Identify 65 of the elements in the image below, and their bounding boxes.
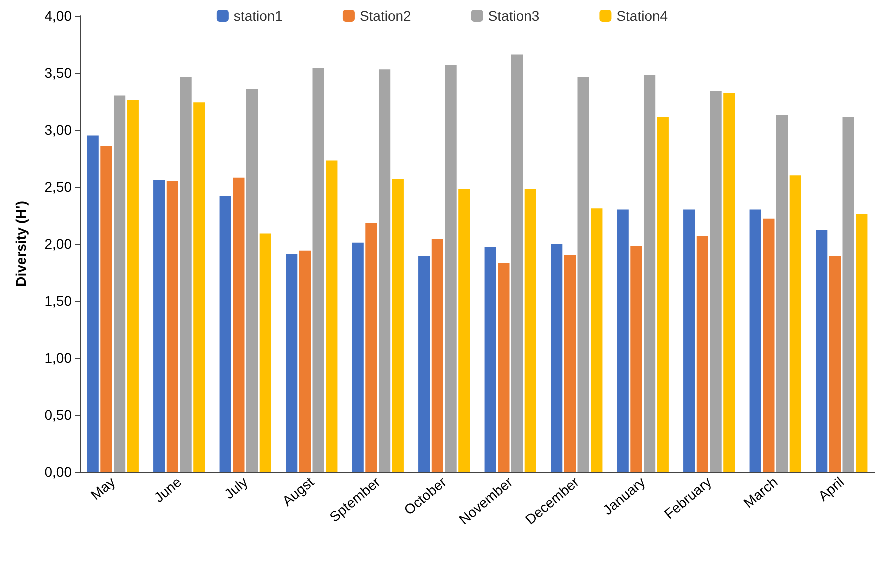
bar [260, 234, 272, 472]
bar [842, 117, 854, 472]
bar [763, 218, 775, 472]
bar [816, 230, 828, 472]
bar [829, 256, 842, 472]
bar [445, 65, 457, 472]
x-tick-label: June [150, 474, 185, 506]
y-tick-label: 3,50 [44, 65, 72, 81]
bar [724, 94, 736, 472]
bar [378, 70, 391, 472]
bar [233, 178, 245, 472]
bar [194, 102, 206, 472]
bar [166, 181, 179, 472]
bar [524, 189, 536, 472]
bar [591, 208, 603, 472]
bar [392, 179, 404, 472]
bar [220, 196, 232, 472]
y-tick-label: 4,00 [44, 8, 72, 24]
y-tick-label: 3,00 [44, 122, 72, 138]
bar [312, 68, 324, 472]
bar [326, 160, 338, 472]
y-axis-title: Diversity (H') [13, 201, 29, 287]
y-tick-label: 1,50 [44, 293, 72, 309]
bar [856, 214, 868, 472]
bar [127, 100, 139, 472]
bar [790, 176, 802, 472]
bar [578, 78, 590, 472]
bar [114, 96, 126, 472]
y-tick-label: 2,50 [44, 179, 72, 195]
bar [511, 54, 524, 472]
bar [484, 247, 496, 472]
bar [366, 223, 378, 472]
bar [750, 210, 762, 472]
bar [551, 244, 563, 472]
bar [418, 256, 430, 472]
bar [286, 254, 298, 472]
bar [180, 78, 192, 472]
bar [657, 117, 669, 472]
bar [644, 75, 656, 472]
bar [154, 180, 166, 472]
bar [776, 115, 788, 472]
bar [630, 246, 642, 472]
legend-label: Station2 [360, 8, 412, 24]
legend-label: Station4 [616, 8, 668, 24]
bar [352, 242, 364, 472]
bar [710, 91, 722, 472]
bar [617, 210, 629, 472]
bar [696, 236, 709, 472]
y-tick-label: 2,00 [44, 236, 72, 252]
bar [564, 255, 576, 472]
bar [246, 88, 258, 472]
legend-label: Station3 [488, 8, 540, 24]
x-tick-label: July [221, 474, 251, 502]
y-tick-label: 0,00 [44, 464, 72, 480]
x-tick-label: May [88, 474, 118, 504]
y-tick-label: 1,00 [44, 350, 72, 366]
y-tick-label: 0,50 [44, 407, 72, 423]
legend-label: station1 [234, 8, 284, 24]
bar [498, 263, 510, 472]
bar [87, 136, 99, 472]
bar [100, 146, 112, 472]
bar [299, 250, 312, 472]
bar [458, 189, 470, 472]
bar [432, 239, 444, 472]
bar [684, 210, 696, 472]
